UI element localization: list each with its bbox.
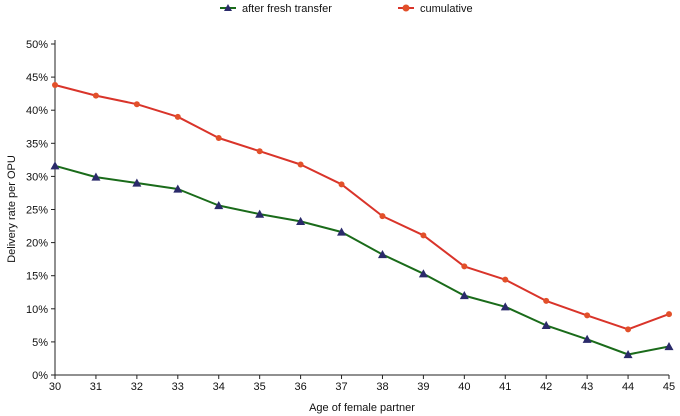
x-tick-label: 42 xyxy=(540,381,552,393)
x-tick-label: 44 xyxy=(622,381,634,393)
x-tick-label: 34 xyxy=(213,381,225,393)
data-point xyxy=(297,161,304,168)
x-tick-label: 32 xyxy=(131,381,143,393)
data-point xyxy=(625,326,632,333)
data-point xyxy=(173,184,183,193)
x-tick-label: 39 xyxy=(417,381,429,393)
data-point xyxy=(132,178,142,187)
series-line xyxy=(54,84,670,331)
data-point xyxy=(91,172,101,181)
series-after-fresh-transfer xyxy=(50,161,674,359)
data-point xyxy=(459,291,469,300)
y-tick-label: 35% xyxy=(26,138,48,150)
data-point xyxy=(379,213,386,220)
data-point xyxy=(52,82,58,89)
legend: after fresh transfer cumulative xyxy=(220,3,473,15)
y-tick-label: 50% xyxy=(26,39,48,51)
data-point xyxy=(582,334,592,343)
data-point xyxy=(500,302,510,311)
y-tick-label: 25% xyxy=(26,205,48,217)
data-point xyxy=(623,349,633,359)
data-point xyxy=(214,201,224,210)
y-tick-label: 20% xyxy=(26,238,48,250)
data-point xyxy=(461,263,468,270)
data-point xyxy=(92,92,99,99)
x-tick-label: 40 xyxy=(458,381,470,393)
data-point xyxy=(296,216,306,226)
data-point xyxy=(420,232,427,239)
data-point xyxy=(584,312,591,319)
data-point xyxy=(215,135,222,142)
data-point xyxy=(664,342,674,351)
legend-item: cumulative xyxy=(398,3,473,15)
data-point xyxy=(337,227,347,236)
legend-marker xyxy=(402,4,410,12)
y-tick-label: 5% xyxy=(32,337,48,349)
x-tick-label: 37 xyxy=(335,381,347,393)
legend-marker xyxy=(224,4,232,11)
data-point xyxy=(543,297,550,304)
data-point xyxy=(377,250,387,259)
x-tick-label: 31 xyxy=(90,381,102,393)
data-point xyxy=(541,320,551,329)
data-point xyxy=(133,101,140,108)
y-tick-label: 30% xyxy=(26,171,48,183)
x-tick-label: 30 xyxy=(49,381,61,393)
x-tick-label: 38 xyxy=(376,381,388,393)
data-point xyxy=(502,276,509,283)
y-tick-label: 0% xyxy=(32,370,48,382)
series-line xyxy=(54,164,670,356)
series-layer xyxy=(50,82,674,359)
x-tick-label: 36 xyxy=(294,381,306,393)
data-point xyxy=(418,269,428,278)
legend-label: after fresh transfer xyxy=(242,3,332,15)
x-tick-label: 41 xyxy=(499,381,511,393)
x-tick-label: 43 xyxy=(581,381,593,393)
data-point xyxy=(255,209,265,218)
y-tick-label: 40% xyxy=(26,105,48,117)
data-point xyxy=(338,181,345,188)
x-tick-label: 35 xyxy=(254,381,266,393)
data-point xyxy=(256,148,263,155)
y-axis-title: Delivery rate per OPU xyxy=(6,155,18,263)
data-point xyxy=(50,161,60,170)
y-tick-label: 10% xyxy=(26,304,48,316)
data-point xyxy=(174,113,181,120)
data-point xyxy=(666,311,672,318)
series-cumulative xyxy=(52,82,672,333)
y-tick-label: 15% xyxy=(26,271,48,283)
x-tick-label: 45 xyxy=(663,381,675,393)
legend-label: cumulative xyxy=(420,3,473,15)
y-tick-label: 45% xyxy=(26,72,48,84)
x-axis-title: Age of female partner xyxy=(309,402,415,414)
legend-item: after fresh transfer xyxy=(220,3,332,15)
axes: 0% 5% 10% 15% 20% 25% 30% 35% 40% 45% 50% 30 31 32 33 3… xyxy=(26,39,675,393)
x-tick-label: 33 xyxy=(172,381,184,393)
